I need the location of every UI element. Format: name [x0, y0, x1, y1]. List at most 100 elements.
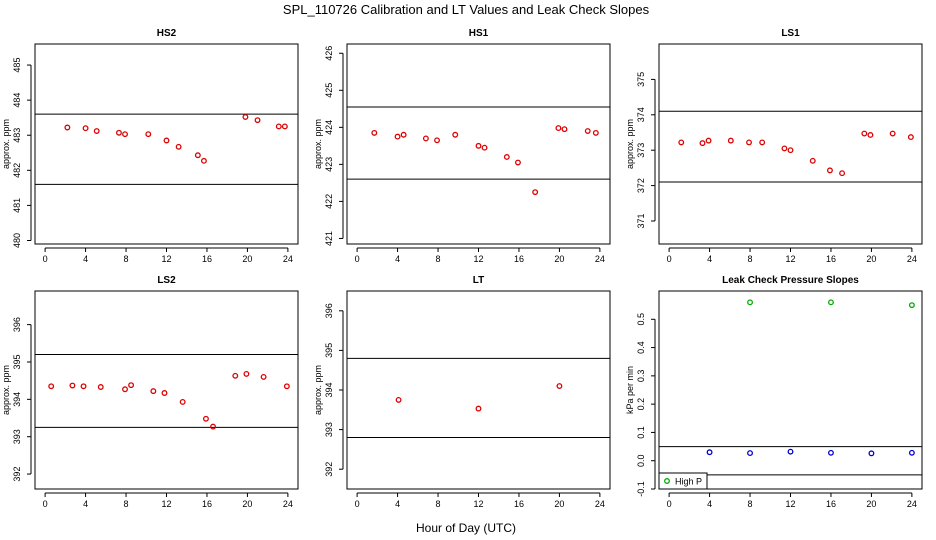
- y-tick-label: 421: [324, 231, 334, 246]
- panel-title: LS2: [157, 275, 176, 286]
- y-axis-label: approx. ppm: [313, 119, 323, 169]
- figure-title: SPL_110726 Calibration and LT Values and…: [283, 2, 650, 17]
- y-tick-label: 426: [324, 46, 334, 61]
- plot-frame: [658, 290, 923, 490]
- y-tick-label: 0.3: [636, 370, 646, 383]
- y-tick-label: 392: [12, 467, 22, 482]
- data-point: [827, 167, 833, 174]
- y-axis-label: approx. ppm: [1, 365, 11, 415]
- y-tick-label: 396: [324, 303, 334, 318]
- y-tick-label: 394: [12, 392, 22, 407]
- x-tick-label: 4: [707, 499, 712, 509]
- y-tick-label: 0.0: [636, 454, 646, 467]
- x-tick-label: 20: [866, 254, 876, 264]
- y-tick-label: 394: [324, 382, 334, 397]
- x-tick-label: 20: [866, 499, 876, 509]
- data-point: [400, 131, 407, 138]
- data-point: [889, 130, 896, 137]
- data-point: [727, 137, 734, 144]
- x-tick-label: 8: [748, 499, 753, 509]
- y-axis-label: approx. ppm: [313, 365, 323, 415]
- data-point: [283, 383, 290, 390]
- y-tick-label: -0.1: [636, 481, 646, 497]
- data-point: [678, 139, 685, 146]
- plot-frame: [34, 290, 299, 490]
- data-point: [908, 302, 915, 309]
- data-point: [371, 129, 378, 136]
- y-tick-label: 372: [636, 178, 646, 193]
- chart-panel-2: HS1 0 4 8 12 16 20 24 421 422 423 424 425 426 approx. …: [313, 28, 611, 264]
- data-point: [48, 383, 55, 390]
- data-point: [175, 143, 182, 150]
- x-tick-label: 24: [283, 254, 293, 264]
- data-point: [122, 131, 128, 138]
- data-point: [82, 125, 89, 132]
- data-point: [93, 128, 100, 134]
- x-tick-label: 16: [826, 254, 836, 264]
- y-tick-label: 393: [12, 429, 22, 444]
- legend-label: High P: [675, 477, 702, 487]
- data-point: [839, 170, 846, 177]
- x-tick-label: 0: [667, 499, 672, 509]
- y-tick-label: 481: [12, 198, 22, 213]
- data-point: [422, 135, 429, 142]
- y-tick-label: 396: [12, 317, 22, 332]
- data-point: [163, 137, 170, 144]
- x-axis-label: Hour of Day (UTC): [416, 521, 516, 535]
- x-tick-label: 4: [707, 254, 712, 264]
- y-tick-label: 424: [324, 120, 334, 135]
- x-tick-label: 8: [436, 499, 441, 509]
- data-point: [394, 133, 401, 140]
- x-tick-label: 12: [161, 499, 171, 509]
- x-tick-label: 24: [595, 254, 605, 264]
- x-tick-label: 4: [395, 499, 400, 509]
- x-tick-label: 24: [283, 499, 293, 509]
- data-point: [232, 372, 239, 379]
- x-tick-label: 12: [161, 254, 171, 264]
- data-point: [452, 131, 459, 138]
- x-tick-label: 12: [473, 499, 483, 509]
- data-point: [179, 399, 186, 405]
- plot-frame: [346, 290, 611, 490]
- x-tick-label: 16: [826, 499, 836, 509]
- data-point: [556, 383, 563, 389]
- data-point: [161, 390, 168, 396]
- data-point: [705, 137, 712, 144]
- x-tick-label: 4: [395, 254, 400, 264]
- data-point: [200, 157, 207, 164]
- x-tick-label: 8: [124, 254, 129, 264]
- data-point: [907, 134, 914, 141]
- x-tick-label: 16: [202, 499, 212, 509]
- x-tick-label: 20: [554, 254, 564, 264]
- data-point: [194, 152, 201, 159]
- data-point: [150, 388, 157, 395]
- y-tick-label: 393: [324, 422, 334, 437]
- data-point: [254, 117, 261, 124]
- data-point: [242, 114, 249, 120]
- x-tick-label: 24: [907, 254, 917, 264]
- data-point: [260, 373, 267, 380]
- data-point: [828, 299, 834, 306]
- y-tick-label: 483: [12, 128, 22, 143]
- x-tick-label: 20: [242, 254, 252, 264]
- x-tick-label: 24: [907, 499, 917, 509]
- y-tick-label: 425: [324, 83, 334, 98]
- x-tick-label: 16: [202, 254, 212, 264]
- panel-title: HS1: [469, 28, 489, 39]
- data-point: [475, 142, 482, 149]
- chart-panel-6: Leak Check Pressure Slopes 0 4 8 12 16 20 24 -0.…: [625, 275, 923, 509]
- y-tick-label: 395: [12, 354, 22, 369]
- data-point: [861, 130, 868, 137]
- x-tick-label: 0: [355, 254, 360, 264]
- y-tick-label: 484: [12, 93, 22, 108]
- y-tick-label: 422: [324, 194, 334, 209]
- panel-title: LT: [473, 275, 484, 286]
- data-point: [699, 140, 706, 147]
- y-tick-label: 0.2: [636, 398, 646, 411]
- data-point: [243, 370, 250, 377]
- chart-panel-3: LS1 0 4 8 12 16 20 24 371 372 373 374 375 approx. ppm: [625, 28, 923, 264]
- data-point: [867, 132, 874, 138]
- x-tick-label: 4: [83, 499, 88, 509]
